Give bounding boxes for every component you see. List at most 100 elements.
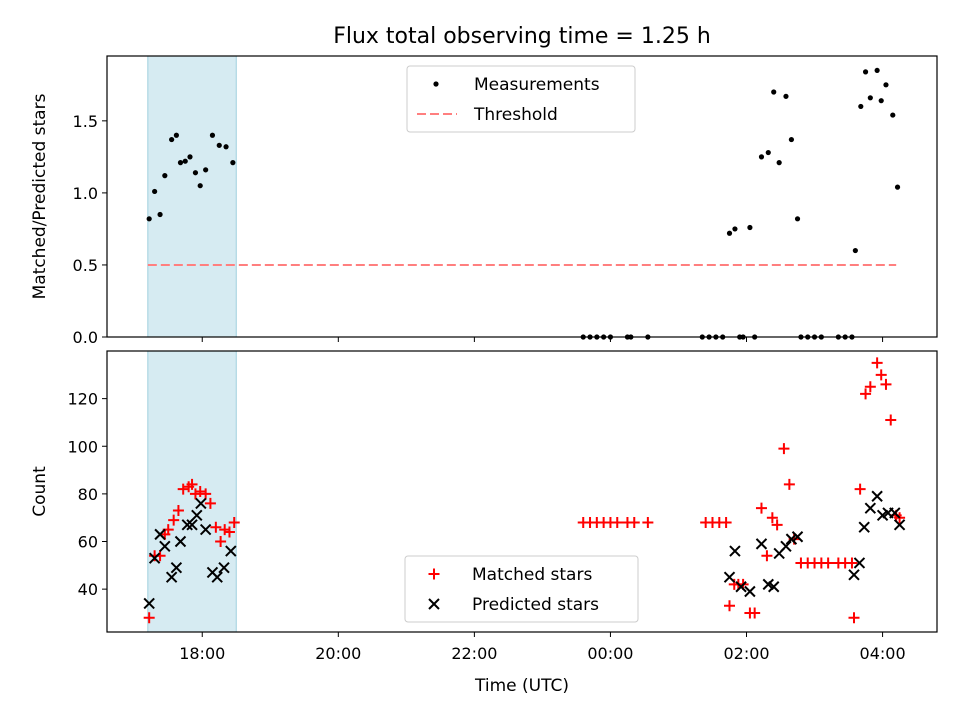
data-point	[157, 211, 163, 218]
data-point	[204, 497, 216, 509]
legend-label: Threshold	[473, 105, 558, 125]
data-point	[858, 103, 864, 110]
data-point	[169, 136, 175, 143]
data-point	[852, 247, 858, 254]
data-point	[783, 478, 795, 490]
data-point	[628, 516, 640, 528]
data-point	[747, 224, 753, 231]
legend-label: Measurements	[474, 75, 600, 95]
data-point	[791, 531, 804, 543]
data-point	[755, 502, 767, 514]
series-predicted-stars	[143, 490, 906, 610]
legend-marker	[428, 568, 440, 580]
data-point	[726, 230, 733, 236]
x-tick-label: 04:00	[860, 644, 906, 663]
legend-label: Matched stars	[472, 565, 592, 585]
axes-frame	[106, 55, 938, 338]
data-point	[889, 507, 901, 519]
data-point	[867, 95, 873, 101]
data-point	[875, 369, 887, 381]
data-point	[182, 158, 188, 164]
data-point	[720, 516, 732, 528]
data-point	[228, 516, 240, 528]
data-point	[219, 524, 231, 536]
data-point	[778, 443, 790, 455]
y-tick-label: 120	[67, 390, 98, 409]
data-point	[864, 502, 877, 514]
x-axis-label: Time (UTC)	[474, 676, 569, 696]
data-point	[848, 612, 860, 624]
data-point	[858, 521, 870, 533]
data-point	[862, 69, 869, 75]
data-point	[191, 509, 203, 522]
y-tick-label: 0.0	[73, 328, 98, 347]
data-point	[874, 67, 880, 74]
data-point	[776, 160, 782, 166]
data-point	[230, 160, 236, 166]
data-point	[822, 557, 834, 569]
data-point	[165, 571, 178, 583]
y-tick-label: 1.5	[73, 112, 98, 131]
data-point	[216, 142, 222, 148]
data-point	[744, 585, 756, 598]
x-tick-label: 18:00	[179, 644, 225, 663]
data-point	[192, 170, 199, 176]
data-point	[152, 188, 158, 195]
data-point	[170, 561, 183, 574]
data-point	[143, 597, 155, 610]
panel-1: 0.0 0.5 1.0 1.5 Matched/Predicted stars Measu…	[30, 55, 938, 347]
panel-2: 40 60 80 100 120 18:00 20:00 22:00 00:00 02:00 04:…	[30, 350, 938, 696]
y-tick-label: 0.5	[73, 256, 98, 275]
data-point	[749, 607, 761, 619]
data-point	[729, 545, 741, 557]
data-point	[186, 478, 198, 490]
data-point	[885, 414, 897, 426]
data-point	[723, 571, 736, 583]
data-point	[174, 535, 187, 548]
data-point	[159, 540, 171, 552]
chart-title: Flux total observing time = 1.25 h	[333, 24, 711, 49]
data-point	[880, 378, 892, 390]
data-point	[794, 216, 801, 222]
data-point	[203, 167, 209, 173]
x-tick-label: 20:00	[315, 644, 361, 663]
data-point	[211, 571, 223, 583]
y-tick-label: 60	[78, 533, 98, 552]
data-point	[210, 521, 222, 533]
data-point	[189, 488, 201, 500]
data-point	[854, 483, 866, 495]
data-point	[780, 540, 792, 552]
legend-box	[404, 555, 639, 623]
data-point	[758, 154, 765, 160]
y-axis-label: Count	[30, 466, 50, 517]
data-point	[223, 144, 229, 150]
data-point	[168, 514, 180, 526]
observing-span	[147, 55, 237, 338]
data-point	[195, 497, 207, 510]
data-point	[197, 183, 203, 189]
data-point	[642, 516, 654, 528]
plots-group: 0.0 0.5 1.0 1.5 Matched/Predicted stars Measu…	[30, 55, 938, 696]
data-point	[732, 226, 738, 232]
legend: Measurements Threshold	[406, 65, 636, 133]
y-axis-label: Matched/Predicted stars	[30, 93, 50, 299]
data-point	[148, 552, 161, 564]
data-point	[143, 612, 155, 624]
data-point	[611, 516, 623, 528]
y-tick-label: 1.0	[73, 184, 98, 203]
x-tick-label: 00:00	[587, 644, 633, 663]
data-point	[172, 505, 184, 517]
data-point	[724, 600, 735, 612]
data-point	[181, 519, 193, 531]
legend-box	[406, 65, 636, 133]
data-point	[894, 184, 901, 190]
data-point	[200, 488, 212, 500]
legend-label: Predicted stars	[472, 595, 599, 615]
data-point	[218, 561, 230, 574]
data-point	[765, 149, 771, 156]
legend: Matched stars Predicted stars	[404, 555, 639, 623]
data-point	[788, 136, 795, 143]
data-point	[225, 545, 237, 557]
data-point	[209, 132, 216, 138]
